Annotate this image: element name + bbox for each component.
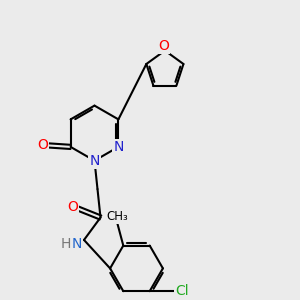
Text: N: N — [71, 236, 82, 250]
Text: CH₃: CH₃ — [106, 210, 128, 223]
Text: N: N — [113, 140, 124, 154]
Text: N: N — [89, 154, 100, 168]
Text: H: H — [60, 236, 70, 250]
Text: O: O — [158, 39, 169, 53]
Text: O: O — [37, 138, 48, 152]
Text: O: O — [67, 200, 78, 214]
Text: Cl: Cl — [175, 284, 189, 298]
